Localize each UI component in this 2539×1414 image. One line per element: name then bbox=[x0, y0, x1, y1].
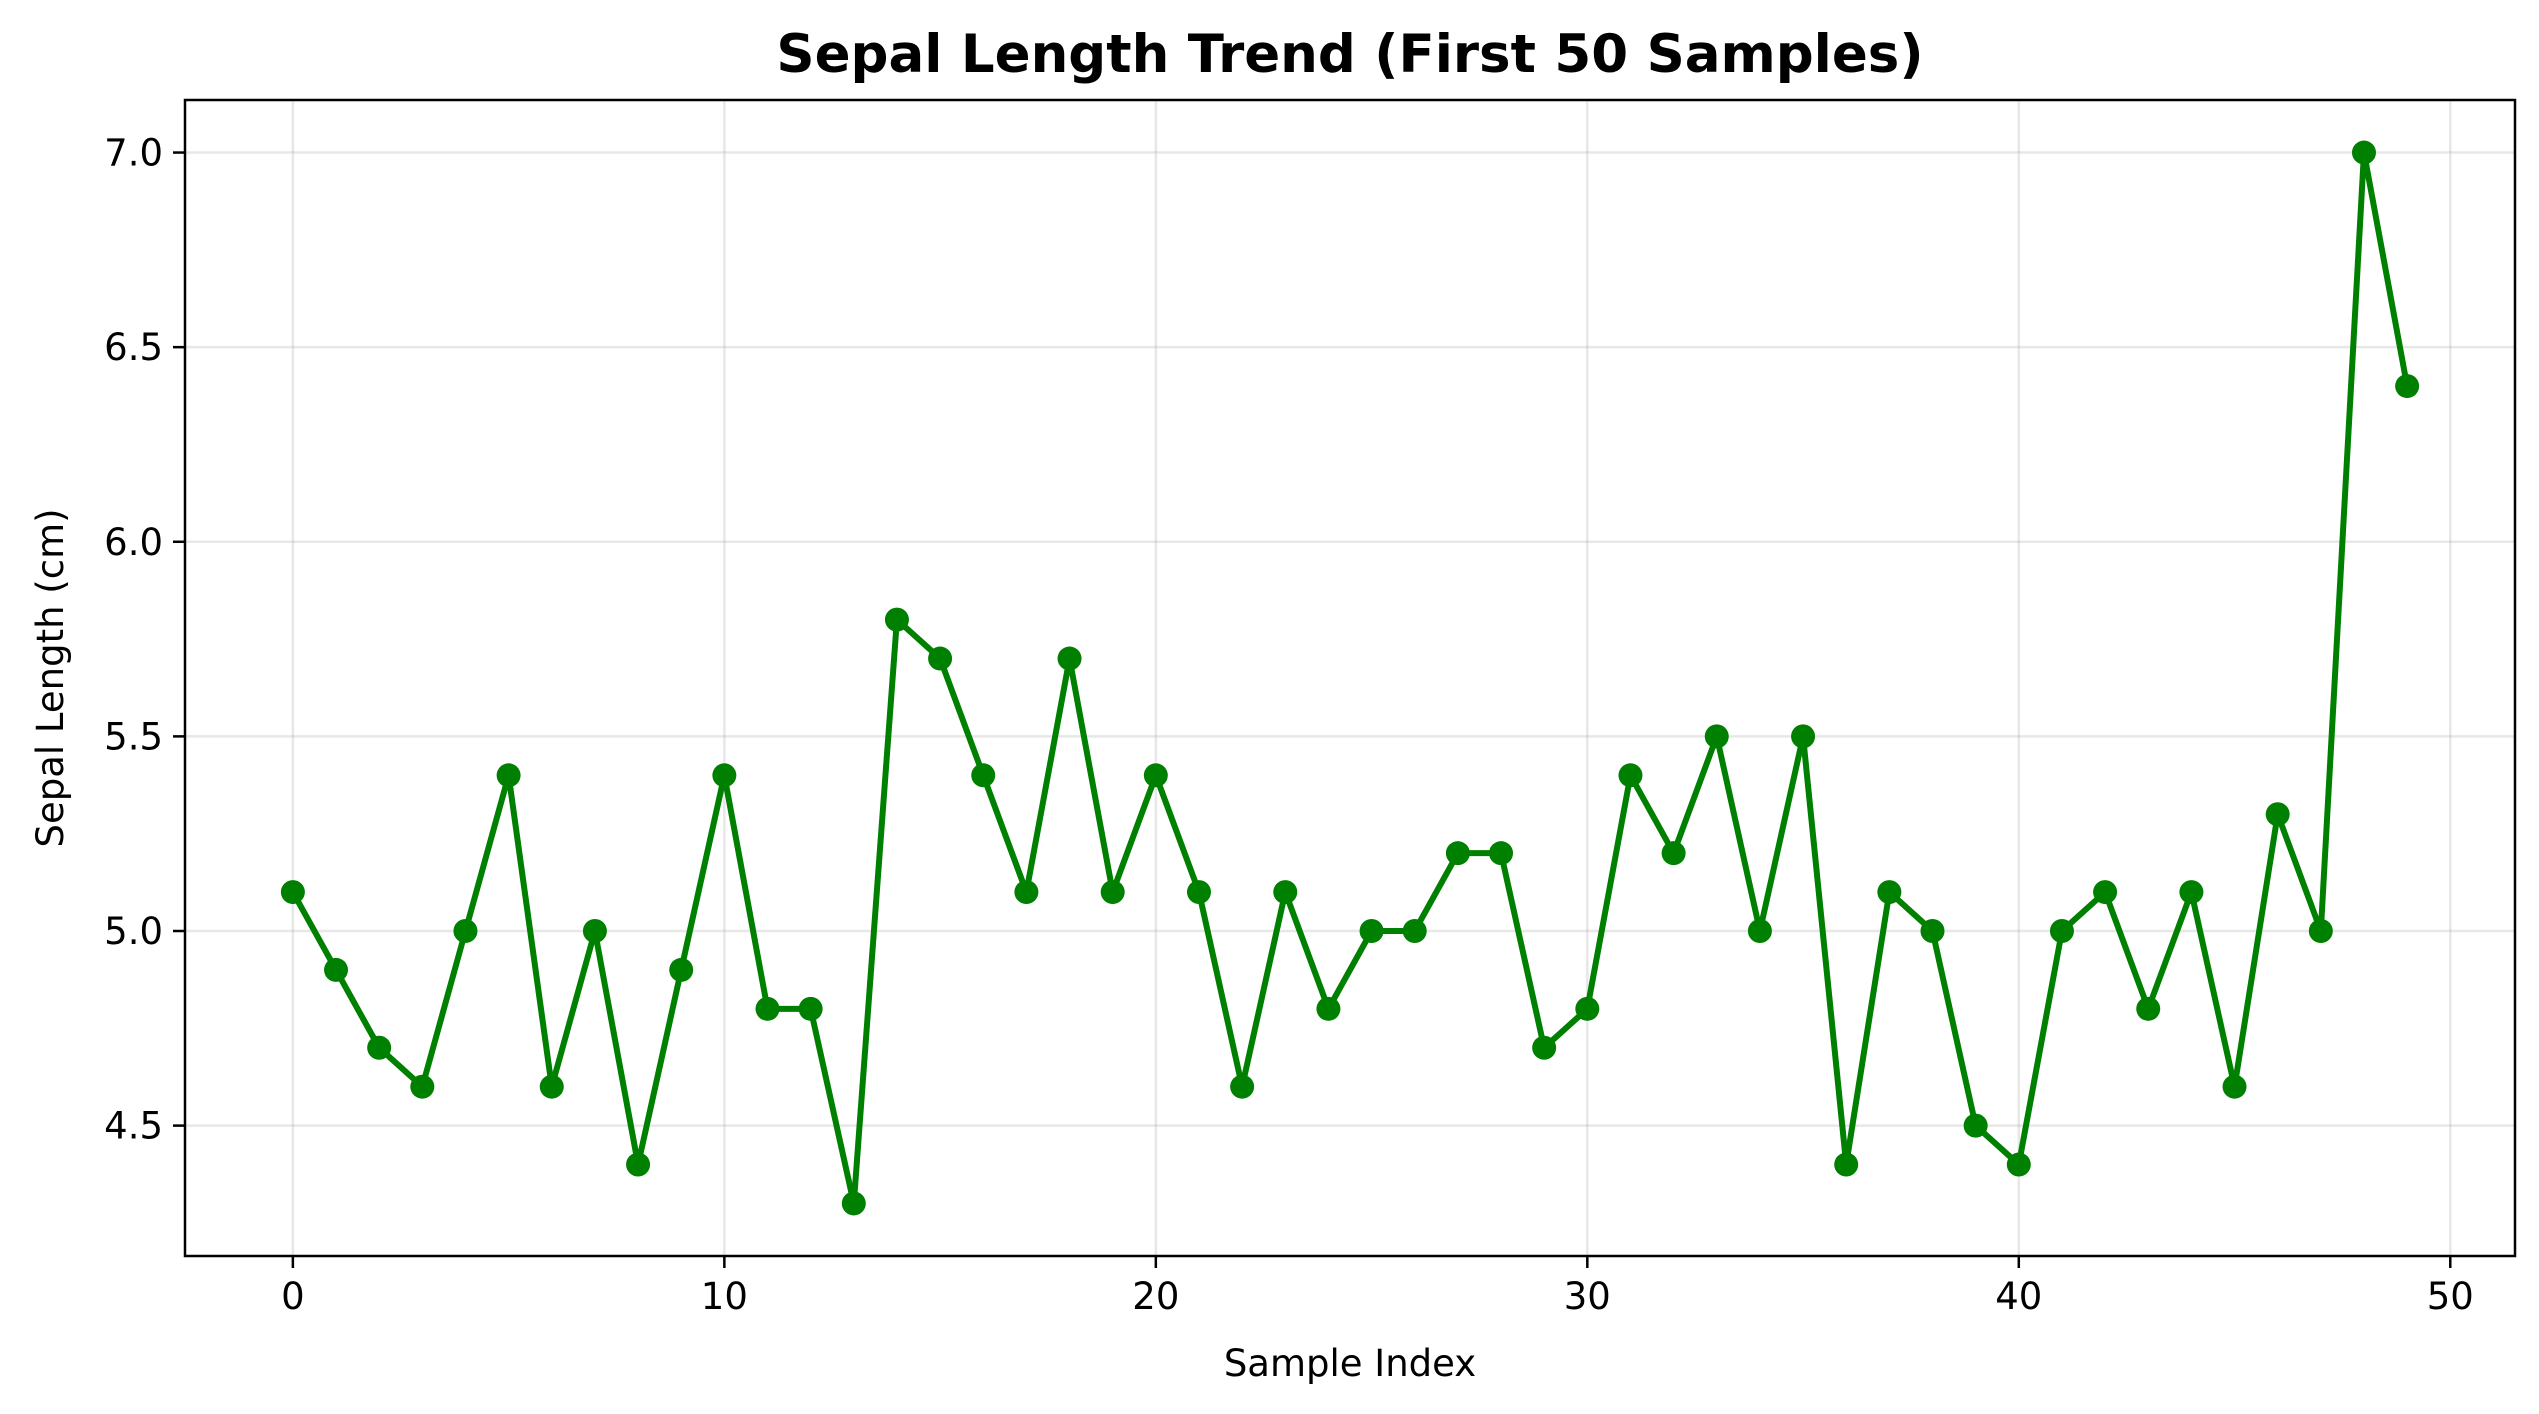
x-tick-label: 50 bbox=[2427, 1275, 2474, 1318]
x-tick-label: 40 bbox=[1995, 1275, 2042, 1318]
data-point bbox=[1402, 919, 1427, 943]
data-point bbox=[2308, 919, 2333, 943]
plot-area bbox=[183, 98, 2517, 1258]
data-point bbox=[712, 763, 737, 788]
chart-title: Sepal Length Trend (First 50 Samples) bbox=[776, 24, 1923, 85]
data-point bbox=[798, 996, 823, 1021]
data-point bbox=[2222, 1074, 2247, 1099]
data-point bbox=[2265, 802, 2290, 827]
data-point bbox=[1575, 996, 1600, 1021]
grid bbox=[185, 100, 2515, 1256]
data-point bbox=[2351, 140, 2376, 165]
x-axis-label: Sample Index bbox=[1224, 1342, 1476, 1385]
y-tick-label: 6.5 bbox=[104, 326, 163, 369]
data-point bbox=[324, 957, 349, 982]
data-point bbox=[2179, 880, 2204, 905]
data-point bbox=[841, 1191, 866, 1216]
data-point bbox=[2136, 996, 2161, 1021]
data-point bbox=[1618, 763, 1643, 788]
y-tick-label: 4.5 bbox=[104, 1105, 163, 1148]
data-point bbox=[1747, 919, 1772, 943]
y-tick-label: 5.0 bbox=[104, 910, 163, 953]
data-point bbox=[1014, 880, 1039, 905]
data-point bbox=[928, 646, 953, 671]
y-axis-label: Sepal Length (cm) bbox=[29, 508, 72, 847]
data-point bbox=[539, 1074, 564, 1099]
data-point bbox=[280, 880, 305, 905]
data-point bbox=[1186, 880, 1211, 905]
data-point bbox=[1143, 763, 1168, 788]
data-point bbox=[2006, 1152, 2031, 1177]
data-point bbox=[669, 957, 694, 982]
x-tick-label: 10 bbox=[701, 1275, 748, 1318]
data-point bbox=[1920, 919, 1945, 943]
y-tick-label: 7.0 bbox=[104, 132, 163, 175]
data-point bbox=[582, 919, 607, 943]
data-point bbox=[1791, 724, 1816, 749]
data-point bbox=[1230, 1074, 1255, 1099]
data-point bbox=[1100, 880, 1125, 905]
x-tick-label: 30 bbox=[1564, 1275, 1611, 1318]
data-point bbox=[1834, 1152, 1859, 1177]
data-point bbox=[496, 763, 521, 788]
data-point bbox=[1316, 996, 1341, 1021]
data-point bbox=[367, 1035, 392, 1060]
data-point bbox=[2049, 919, 2074, 943]
data-point bbox=[1963, 1113, 1988, 1138]
data-point bbox=[1359, 919, 1384, 943]
data-point bbox=[2395, 374, 2420, 399]
data-point bbox=[971, 763, 996, 788]
data-point bbox=[1704, 724, 1729, 749]
y-tick-label: 5.5 bbox=[104, 715, 163, 758]
data-point bbox=[1877, 880, 1902, 905]
x-axis: 0 10 20 30 40 50 bbox=[281, 1256, 2474, 1318]
data-point bbox=[2093, 880, 2118, 905]
series-polyline bbox=[289, 149, 2411, 1207]
x-tick-label: 0 bbox=[281, 1275, 305, 1318]
data-point bbox=[884, 607, 909, 632]
y-axis: 4.5 5.0 5.5 6.0 6.5 7.0 bbox=[104, 132, 185, 1148]
data-point bbox=[1273, 880, 1298, 905]
data-point bbox=[1489, 841, 1514, 866]
data-point bbox=[1661, 841, 1686, 866]
data-point bbox=[1057, 646, 1082, 671]
data-point bbox=[1445, 841, 1470, 866]
data-point bbox=[626, 1152, 651, 1177]
data-point bbox=[755, 996, 780, 1021]
data-point bbox=[453, 919, 478, 943]
data-point bbox=[1532, 1035, 1557, 1060]
data-point bbox=[410, 1074, 435, 1099]
series-points bbox=[280, 140, 2420, 1216]
y-tick-label: 6.0 bbox=[104, 521, 163, 564]
x-tick-label: 20 bbox=[1132, 1275, 1179, 1318]
series-line bbox=[289, 149, 2411, 1207]
